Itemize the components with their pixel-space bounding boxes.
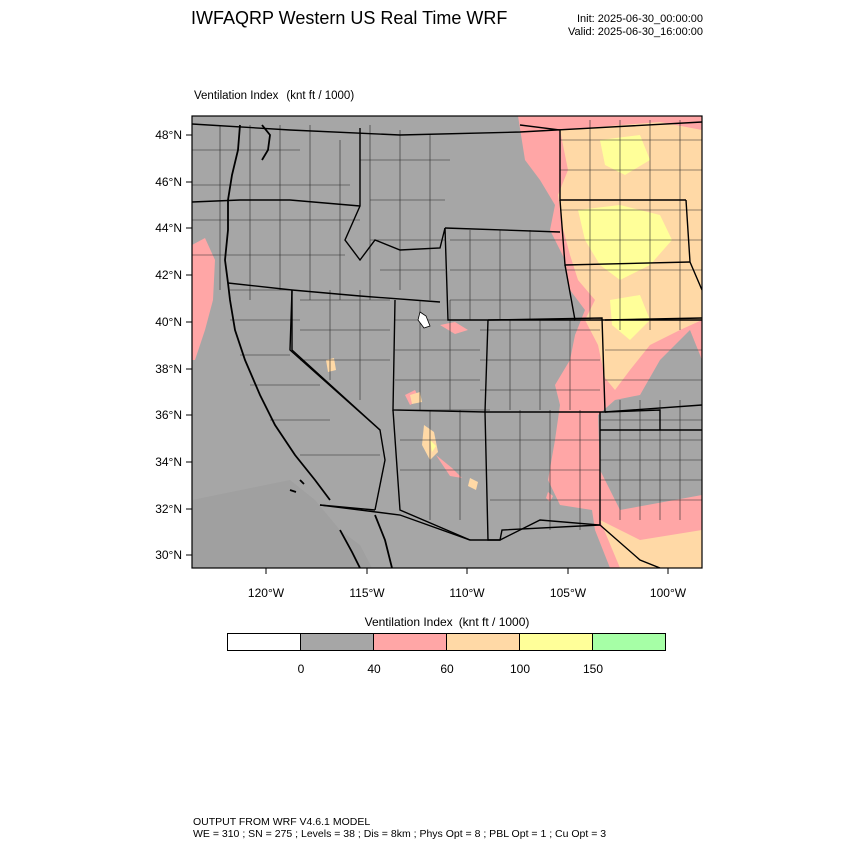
county-boundaries — [192, 120, 702, 530]
lat-label: 38°N — [155, 362, 182, 376]
field-name: Ventilation Index — [194, 90, 279, 102]
field-units: (knt ft / 1000) — [286, 90, 355, 102]
model-info-footer: OUTPUT FROM WRF V4.6.1 MODEL WE = 310 ; … — [193, 816, 606, 840]
colorbar-box — [373, 633, 447, 651]
lat-label: 30°N — [155, 548, 182, 562]
lat-label: 42°N — [155, 268, 182, 282]
ocean-area — [192, 480, 372, 568]
init-time: Init: 2025-06-30_00:00:00 — [577, 13, 703, 25]
lat-label: 48°N — [155, 128, 182, 142]
colorbar-box — [592, 633, 666, 651]
colorbar-box — [519, 633, 593, 651]
lat-label: 32°N — [155, 502, 182, 516]
footer-line-2: WE = 310 ; SN = 275 ; Levels = 38 ; Dis … — [193, 828, 607, 840]
field-title: Ventilation Index (knt ft / 1000) — [194, 90, 354, 102]
lon-label: 105°W — [550, 586, 587, 600]
lon-label: 115°W — [349, 586, 385, 600]
latitude-labels: 48°N 46°N 44°N 42°N 40°N 38°N 36°N 34°N … — [155, 128, 182, 562]
colorbar-tick-label: 150 — [582, 662, 604, 676]
time-info: Init: 2025-06-30_00:00:00 Valid: 2025-06… — [568, 13, 703, 39]
colorbar-tick-label: 100 — [509, 662, 531, 676]
axis-ticks — [186, 134, 669, 574]
colorbar-tick-label: 60 — [440, 662, 454, 676]
colorbar-box — [227, 633, 301, 651]
lat-label: 46°N — [155, 175, 182, 189]
lat-label: 40°N — [155, 315, 182, 329]
valid-time: Valid: 2025-06-30_16:00:00 — [568, 26, 703, 38]
lat-label: 44°N — [155, 221, 182, 235]
colorbar-tick-label: 0 — [297, 662, 305, 676]
great-salt-lake — [417, 311, 431, 329]
lon-label: 120°W — [248, 586, 285, 600]
colorbar-box — [446, 633, 520, 651]
coastline — [224, 124, 393, 568]
footer-line-1: OUTPUT FROM WRF V4.6.1 MODEL — [193, 816, 371, 828]
colorbar-title: Ventilation Index (knt ft / 1000) — [0, 615, 850, 629]
lon-label: 110°W — [449, 586, 485, 600]
map-area — [192, 116, 702, 568]
colorbar — [227, 633, 666, 651]
longitude-labels: 120°W 115°W 110°W 105°W 100°W — [248, 586, 687, 600]
plot-title: IWFAQRP Western US Real Time WRF — [191, 8, 508, 28]
lat-label: 36°N — [155, 408, 182, 422]
colorbar-tick-label: 40 — [367, 662, 381, 676]
colorbar-box — [300, 633, 374, 651]
colorbar-field-name: Ventilation Index — [364, 615, 453, 629]
colorbar-units: (knt ft / 1000) — [458, 615, 530, 629]
lon-label: 100°W — [650, 586, 687, 600]
map-frame — [191, 115, 703, 569]
lat-label: 34°N — [155, 455, 182, 469]
state-boundaries — [192, 121, 702, 568]
